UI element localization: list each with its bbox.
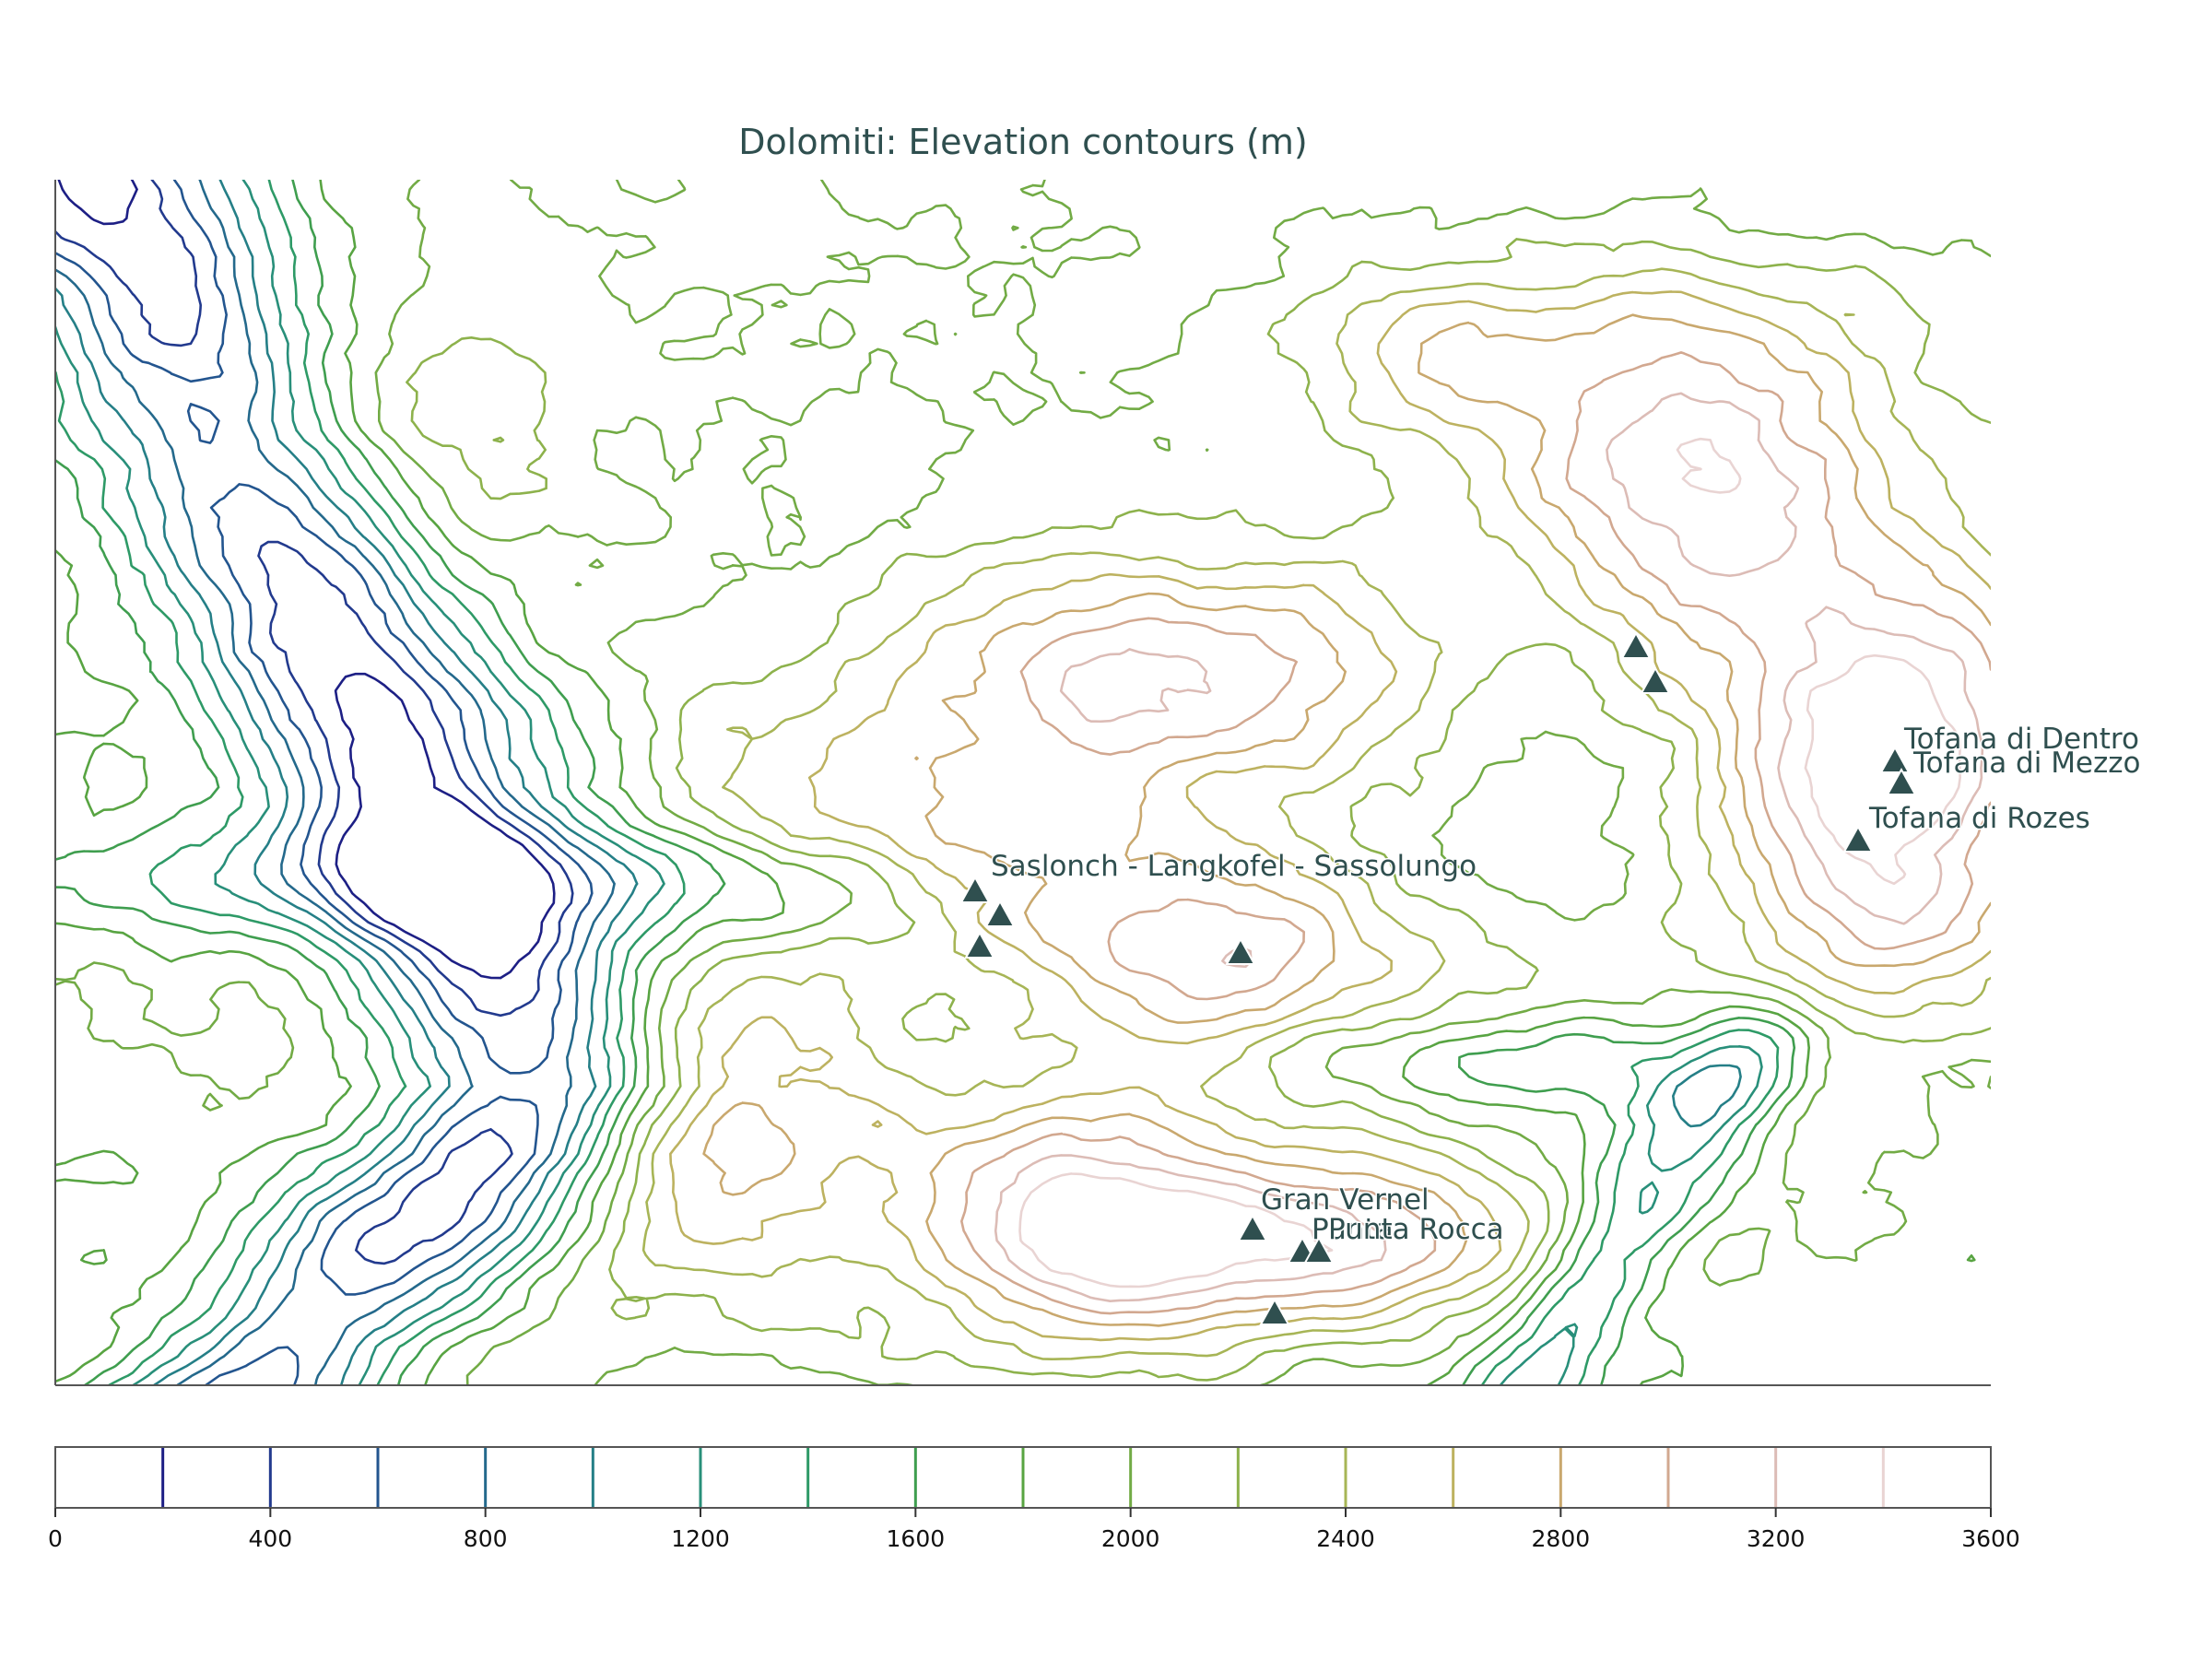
colorbar-tick-label: 1200: [671, 1525, 730, 1552]
peak-label: Tofana di Rozes: [1868, 802, 2090, 835]
peak-marker-icon: [1225, 936, 1256, 965]
peak-marker-icon: [1620, 630, 1652, 659]
colorbar: 0 400 800 1200 1600 2000 2400 2800 3200 3600: [48, 1446, 2020, 1552]
colorbar-tick-label: 3200: [1747, 1525, 1806, 1552]
peak-label: Tofana di Mezzo: [1912, 747, 2141, 780]
peak-marker-icon: [959, 875, 991, 903]
contour-1800: [55, 180, 1976, 1385]
contour-1400: [55, 180, 1780, 1385]
contour-lines: [55, 180, 1991, 1385]
peak-label: Saslonch - Langkofel - Sassolungo: [991, 850, 1477, 883]
contour-2200: [406, 238, 1991, 1382]
colorbar-tick-label: 0: [48, 1525, 63, 1552]
peak-label: Punta Rocca: [1328, 1213, 1504, 1246]
colorbar-tick-label: 3600: [1961, 1525, 2020, 1552]
colorbar-tick-label: 2800: [1532, 1525, 1591, 1552]
contour-3000: [960, 351, 1991, 1315]
colorbar-tick-label: 1600: [887, 1525, 946, 1552]
chart-title: Dolomiti: Elevation contours (m): [738, 122, 1307, 162]
contour-400: [55, 180, 574, 1265]
peak-marker-icon: [1842, 824, 1874, 853]
peak-marker-icon: [1237, 1213, 1268, 1241]
peak-marker-icon: [984, 899, 1016, 927]
colorbar-tick-label: 2000: [1101, 1525, 1160, 1552]
peak-marker-icon: [964, 930, 995, 959]
contour-200: [57, 180, 556, 980]
colorbar-frame: [54, 1446, 1992, 1509]
contour-3200: [994, 392, 1984, 1302]
peak-marker-icon: [1640, 665, 1671, 694]
colorbar-tick-label: 800: [464, 1525, 508, 1552]
peak-label: Punta: [1312, 1213, 1394, 1246]
peak-marker-icon: [1879, 745, 1911, 773]
colorbar-tick-label: 2400: [1316, 1525, 1375, 1552]
peak-marker-icon: [1259, 1297, 1290, 1325]
peak-marker-icon: [1303, 1235, 1335, 1264]
contour-600: [55, 180, 594, 1385]
colorbar-tick-label: 400: [248, 1525, 292, 1552]
contour-2400: [641, 267, 1991, 1360]
peak-marker-icon: [1886, 767, 1917, 795]
contour-800: [55, 180, 616, 1385]
contour-1000: [55, 180, 1742, 1385]
peak-label: Gran Vernel: [1261, 1183, 1430, 1217]
contour-2600: [669, 290, 1991, 1342]
contour-2000: [55, 180, 1991, 1385]
contour-1200: [55, 180, 1763, 1385]
plot-axes: [54, 180, 1991, 1386]
contour-1600: [55, 180, 1796, 1385]
peak-label: Tofana di Dentro: [1903, 723, 2139, 756]
contour-2800: [702, 313, 1991, 1327]
contour-3400: [1018, 437, 1961, 1288]
